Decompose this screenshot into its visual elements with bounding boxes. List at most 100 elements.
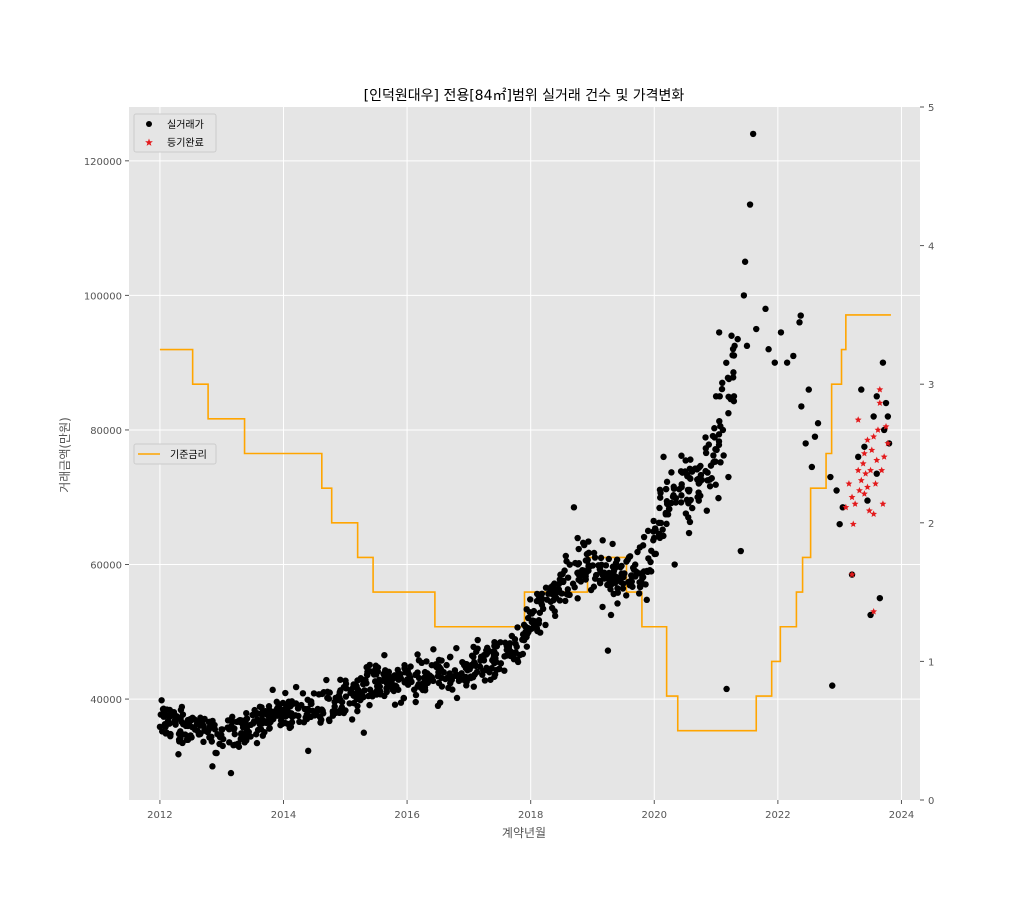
- deal-point: [491, 638, 498, 646]
- deal-point: [600, 575, 608, 582]
- deal-point: [564, 591, 572, 598]
- deal-point: [728, 332, 735, 339]
- deal-point: [765, 346, 772, 353]
- deal-point: [619, 585, 627, 592]
- deal-point: [615, 575, 622, 582]
- registered-point: [860, 490, 868, 497]
- registered-point: [845, 480, 853, 487]
- x-tick-label: 2018: [518, 810, 543, 821]
- deal-point: [383, 684, 390, 692]
- deal-point: [686, 465, 694, 472]
- deal-point: [882, 399, 890, 407]
- deal-point: [367, 691, 375, 698]
- deal-point: [299, 690, 307, 697]
- deal-point: [178, 730, 185, 738]
- deal-point: [421, 668, 429, 676]
- legend-rate-label: 기준금리: [170, 449, 207, 461]
- deal-point: [175, 751, 182, 758]
- deal-point: [523, 643, 531, 650]
- legend-rate: 기준금리: [133, 443, 217, 465]
- deal-point: [643, 567, 651, 575]
- legend-upper: 실거래가 등기완료: [133, 113, 217, 153]
- deal-point: [468, 662, 475, 670]
- deal-point: [282, 689, 289, 697]
- registered-point: [854, 466, 862, 474]
- y2-tick-label: 4: [928, 242, 934, 253]
- deal-point: [628, 573, 636, 580]
- deal-point: [256, 703, 264, 710]
- deal-point: [710, 458, 717, 466]
- deal-point: [335, 692, 343, 699]
- registered-point: [870, 608, 878, 615]
- deal-point: [725, 393, 732, 400]
- deal-point: [873, 393, 880, 400]
- rate-step-line: [159, 314, 891, 732]
- deal-point: [329, 709, 337, 717]
- deal-point: [360, 729, 368, 736]
- deal-point: [196, 722, 204, 729]
- deal-point: [737, 547, 744, 555]
- deal-point: [434, 702, 442, 710]
- legend-deal-marker: [146, 121, 152, 127]
- deal-point: [549, 582, 557, 589]
- deal-point: [640, 533, 648, 541]
- deal-point: [231, 725, 238, 732]
- y-axis-label: 거래금액(만원): [58, 417, 72, 493]
- deal-point: [449, 686, 456, 693]
- deal-point: [265, 703, 273, 710]
- deal-point: [731, 342, 738, 350]
- deal-point: [574, 534, 581, 542]
- deal-point: [538, 595, 546, 602]
- deal-point: [400, 695, 408, 702]
- deal-point: [313, 708, 321, 716]
- deal-point: [227, 769, 235, 777]
- deal-point: [557, 576, 564, 584]
- deal-point: [292, 683, 300, 691]
- deal-point: [805, 386, 812, 393]
- deal-point: [740, 292, 748, 299]
- deal-point: [614, 600, 621, 607]
- deal-point: [715, 329, 723, 336]
- deal-point: [642, 581, 649, 588]
- deal-point: [501, 667, 508, 674]
- deal-point: [730, 352, 738, 359]
- deal-point: [305, 747, 312, 755]
- deal-point: [614, 585, 621, 592]
- deal-point: [574, 595, 581, 602]
- deal-point: [209, 763, 216, 770]
- deal-point: [510, 655, 518, 663]
- deal-point: [443, 674, 451, 682]
- deal-point: [574, 561, 582, 568]
- registered-point: [870, 433, 878, 440]
- deal-point: [873, 470, 880, 477]
- deal-point: [719, 426, 727, 434]
- deal-point: [833, 487, 840, 494]
- registered-point: [874, 426, 882, 433]
- deal-point: [510, 651, 518, 658]
- deal-point: [412, 691, 420, 699]
- deal-point: [331, 703, 338, 710]
- registered-point: [870, 510, 878, 517]
- registered-point: [849, 520, 857, 528]
- deal-point: [164, 712, 172, 719]
- deal-point: [481, 677, 489, 684]
- x-tick-label: 2020: [642, 810, 667, 821]
- registered-point: [880, 453, 888, 460]
- deal-point: [626, 553, 634, 560]
- deal-point: [678, 492, 685, 499]
- registered-series: [842, 385, 892, 615]
- deal-point: [414, 651, 421, 658]
- deal-point: [438, 683, 446, 690]
- deal-point: [719, 379, 726, 387]
- deal-point: [596, 565, 604, 573]
- deal-point: [349, 689, 356, 697]
- deal-point: [691, 465, 699, 472]
- deal-point: [325, 695, 333, 702]
- registered-point: [862, 470, 870, 477]
- y-tick-label: 60000: [90, 561, 122, 572]
- deal-point: [607, 611, 615, 619]
- deal-point: [479, 667, 487, 674]
- deal-point: [407, 663, 414, 670]
- deal-point: [191, 726, 199, 733]
